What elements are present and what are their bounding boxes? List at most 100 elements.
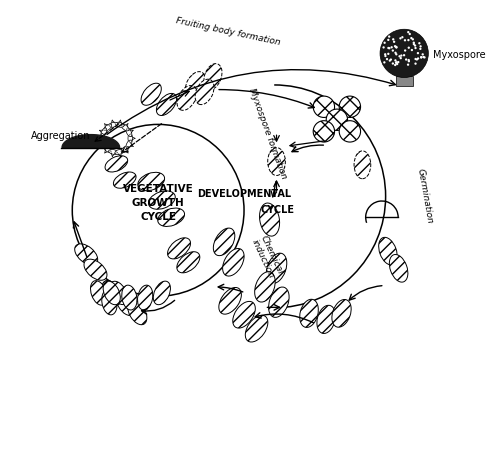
Circle shape — [394, 46, 397, 49]
Ellipse shape — [222, 248, 243, 276]
Circle shape — [382, 61, 385, 64]
Ellipse shape — [105, 156, 127, 172]
Ellipse shape — [176, 252, 199, 273]
Circle shape — [403, 39, 405, 42]
Ellipse shape — [378, 237, 396, 265]
Circle shape — [407, 59, 409, 61]
Circle shape — [394, 46, 397, 48]
Ellipse shape — [115, 149, 124, 155]
Text: VEGETATIVE
GROWTH
CYCLE: VEGETATIVE GROWTH CYCLE — [123, 184, 193, 222]
Circle shape — [422, 56, 425, 58]
Circle shape — [400, 36, 403, 38]
Ellipse shape — [313, 96, 334, 117]
Circle shape — [409, 37, 412, 39]
Circle shape — [408, 33, 410, 35]
Circle shape — [383, 53, 386, 56]
Ellipse shape — [148, 191, 175, 209]
Circle shape — [393, 45, 395, 47]
Circle shape — [391, 63, 393, 65]
Ellipse shape — [102, 281, 121, 305]
Circle shape — [413, 44, 415, 47]
Circle shape — [393, 59, 396, 62]
Circle shape — [406, 31, 409, 33]
Circle shape — [416, 57, 418, 60]
Circle shape — [391, 38, 394, 41]
Circle shape — [418, 48, 421, 50]
Ellipse shape — [115, 122, 124, 127]
Text: Myxospore: Myxospore — [432, 50, 484, 60]
Ellipse shape — [109, 281, 127, 304]
Ellipse shape — [316, 305, 335, 333]
Circle shape — [396, 61, 399, 63]
Circle shape — [387, 35, 390, 38]
Circle shape — [416, 52, 418, 54]
Ellipse shape — [268, 287, 289, 318]
Text: Fruiting body formation: Fruiting body formation — [174, 16, 281, 47]
Circle shape — [394, 52, 396, 54]
Text: Aggregation: Aggregation — [31, 131, 91, 141]
Circle shape — [394, 46, 396, 48]
Ellipse shape — [102, 290, 117, 315]
Ellipse shape — [254, 272, 275, 302]
Ellipse shape — [245, 315, 268, 342]
Circle shape — [393, 64, 396, 66]
Ellipse shape — [128, 134, 132, 143]
Circle shape — [389, 58, 391, 61]
Ellipse shape — [75, 244, 98, 265]
Circle shape — [413, 63, 416, 65]
Circle shape — [417, 42, 420, 44]
Ellipse shape — [313, 120, 334, 142]
Circle shape — [411, 38, 413, 41]
Circle shape — [390, 46, 392, 49]
Circle shape — [399, 54, 402, 57]
Ellipse shape — [339, 120, 360, 142]
Ellipse shape — [121, 124, 129, 131]
Circle shape — [395, 61, 397, 64]
Circle shape — [386, 47, 389, 49]
Circle shape — [384, 55, 386, 57]
Circle shape — [386, 39, 389, 41]
Ellipse shape — [126, 140, 132, 149]
Ellipse shape — [141, 83, 161, 105]
Ellipse shape — [113, 172, 136, 188]
Circle shape — [402, 54, 404, 57]
Circle shape — [391, 50, 393, 52]
Ellipse shape — [232, 301, 255, 328]
Ellipse shape — [137, 285, 152, 310]
Text: Germination: Germination — [415, 168, 433, 225]
Circle shape — [388, 59, 390, 62]
Circle shape — [379, 29, 427, 78]
Circle shape — [399, 57, 401, 59]
Circle shape — [406, 64, 408, 66]
Circle shape — [392, 41, 394, 43]
Circle shape — [404, 58, 406, 61]
Circle shape — [385, 58, 387, 60]
Ellipse shape — [126, 128, 132, 136]
Text: CYCLE: CYCLE — [260, 205, 294, 215]
Ellipse shape — [326, 109, 347, 130]
Circle shape — [421, 53, 423, 56]
Ellipse shape — [127, 300, 147, 325]
Text: Myxospore formation: Myxospore formation — [246, 87, 287, 180]
Ellipse shape — [185, 71, 205, 96]
Circle shape — [406, 39, 409, 41]
Ellipse shape — [389, 255, 407, 282]
Circle shape — [419, 45, 421, 48]
Circle shape — [387, 47, 390, 50]
Ellipse shape — [156, 93, 176, 115]
Ellipse shape — [177, 85, 196, 110]
Ellipse shape — [101, 140, 107, 149]
Ellipse shape — [213, 228, 234, 255]
Circle shape — [394, 62, 396, 64]
Ellipse shape — [331, 299, 351, 327]
Circle shape — [398, 37, 401, 40]
Ellipse shape — [218, 288, 241, 314]
Ellipse shape — [109, 149, 118, 155]
Text: DEVELOPMENTAL: DEVELOPMENTAL — [196, 189, 291, 199]
Ellipse shape — [299, 299, 318, 327]
Circle shape — [403, 50, 405, 52]
Ellipse shape — [266, 253, 286, 283]
Ellipse shape — [137, 172, 164, 191]
Ellipse shape — [122, 285, 137, 310]
Circle shape — [412, 42, 414, 44]
